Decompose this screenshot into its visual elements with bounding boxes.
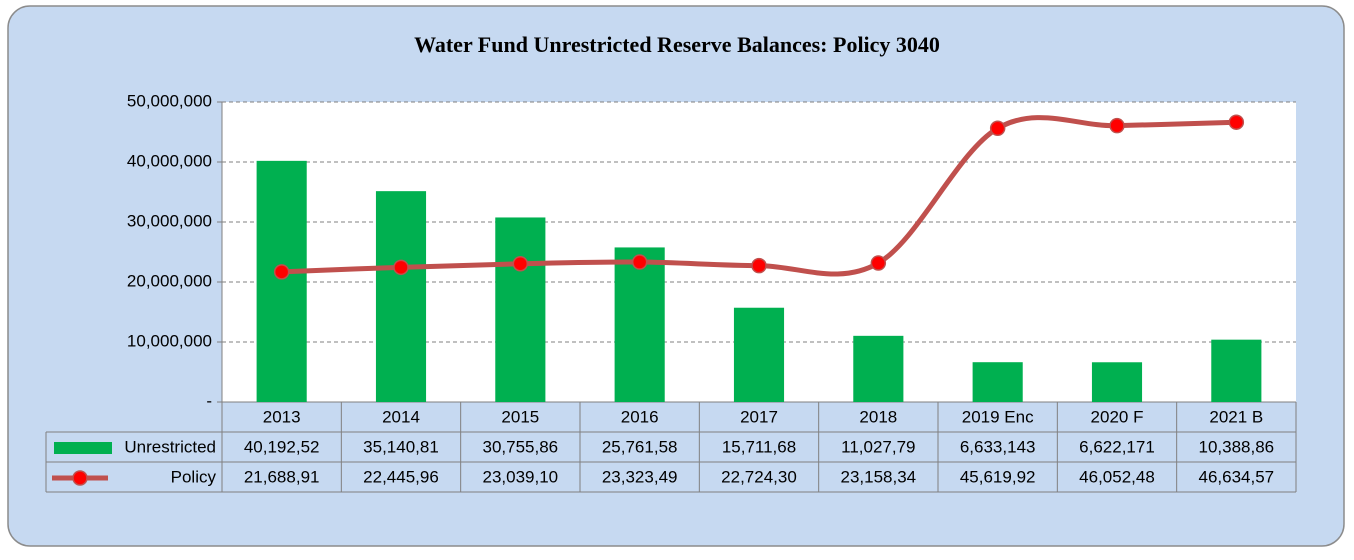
marker [631, 254, 648, 270]
marker [870, 255, 887, 271]
table-value: 46,634,57 [1199, 467, 1275, 486]
table-value: 23,039,10 [483, 467, 559, 486]
marker [1228, 114, 1245, 130]
table-value: 30,755,86 [483, 437, 559, 456]
table-value: 15,711,68 [722, 437, 796, 456]
bar [972, 362, 1023, 402]
x-tick-label: 2020 F [1091, 407, 1144, 426]
x-tick-label: 2013 [263, 407, 301, 426]
table-value: 23,323,49 [602, 467, 678, 486]
x-tick-label: 2017 [740, 407, 778, 426]
legend-key [54, 442, 112, 454]
marker [751, 257, 767, 274]
bar [375, 191, 427, 402]
legend-key [72, 470, 88, 486]
x-tick-label: 2018 [859, 407, 897, 426]
table-value: 23,158,34 [841, 467, 917, 486]
line [281, 115, 1237, 277]
marker [393, 259, 409, 276]
bar [1091, 362, 1143, 402]
x-tick-label: 2015 [501, 407, 539, 426]
table-value: 46,052,48 [1079, 467, 1155, 486]
x-tick-label: 2021 B [1209, 407, 1263, 426]
table-value: 10,388,86 [1199, 437, 1275, 456]
y-tick-label: 10,000,000 [127, 331, 212, 350]
table-value: 11,027,79 [841, 437, 915, 456]
table-value: 45,619,92 [960, 467, 1036, 486]
x-tick-label: 2016 [621, 407, 659, 426]
x-tick-label: 2019 Enc [962, 407, 1034, 426]
legend-label: Unrestricted [124, 437, 216, 456]
table-value: 6,633,143 [960, 437, 1036, 456]
bar [1211, 339, 1262, 402]
bar [614, 247, 665, 402]
y-tick-label: 50,000,000 [127, 91, 212, 110]
y-tick-label: 30,000,000 [127, 211, 212, 230]
y-tick-label: 40,000,000 [127, 151, 212, 170]
table-value: 40,192,52 [244, 437, 320, 456]
y-tick-label: 20,000,000 [127, 271, 212, 290]
bar [256, 160, 307, 402]
x-tick-label: 2014 [382, 407, 420, 426]
bar [733, 307, 785, 402]
y-tick-label: - [206, 391, 212, 410]
bar [853, 335, 904, 402]
table-value: 21,688,91 [244, 467, 320, 486]
bar [495, 217, 546, 402]
table-value: 6,622,171 [1079, 437, 1155, 456]
legend-label: Policy [171, 467, 217, 486]
chart-title: Water Fund Unrestricted Reserve Balances… [414, 32, 940, 57]
marker [512, 256, 529, 272]
marker [989, 120, 1006, 137]
table-value: 22,445,96 [363, 467, 439, 486]
table-value: 35,140,81 [363, 437, 439, 456]
table-value: 22,724,30 [721, 467, 797, 486]
marker [273, 264, 290, 280]
table-value: 25,761,58 [602, 437, 678, 456]
marker [1109, 117, 1125, 134]
